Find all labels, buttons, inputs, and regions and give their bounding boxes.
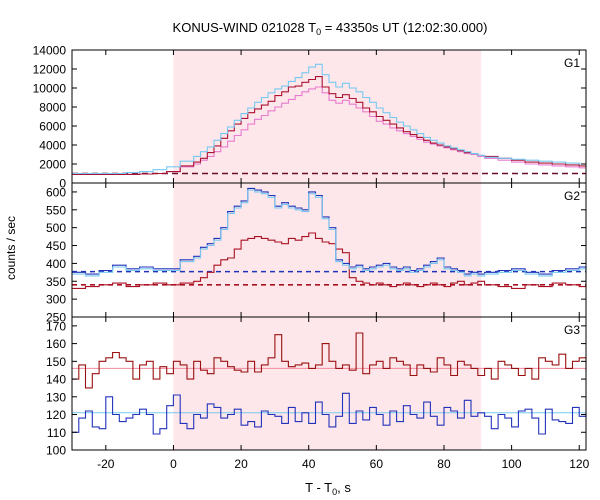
y-tick-label: 450 bbox=[46, 239, 66, 253]
y-tick-label: 10000 bbox=[33, 82, 67, 96]
plot-area: 02000400060008000100001200014000G1250300… bbox=[33, 44, 590, 472]
x-tick-label: 40 bbox=[302, 457, 316, 471]
y-tick-label: 110 bbox=[47, 426, 66, 440]
series-line-3 bbox=[72, 189, 587, 277]
y-tick-label: 500 bbox=[46, 221, 66, 235]
series-line-1 bbox=[72, 332, 587, 389]
y-tick-label: 150 bbox=[46, 355, 66, 369]
y-tick-label: 600 bbox=[46, 185, 66, 199]
chart-title: KONUS-WIND 021028 T0 = 43350s UT (12:02:… bbox=[173, 20, 488, 37]
y-tick-label: 8000 bbox=[39, 101, 66, 115]
y-tick-label: 6000 bbox=[39, 120, 66, 134]
x-axis-label: T - T0, s bbox=[305, 480, 351, 497]
burst-interval-shade bbox=[173, 50, 482, 450]
y-tick-label: 350 bbox=[46, 275, 66, 289]
y-tick-label: 0 bbox=[59, 177, 66, 191]
y-axis-label: counts / sec bbox=[4, 216, 18, 280]
y-tick-label: 160 bbox=[46, 337, 66, 351]
x-tick-label: 0 bbox=[170, 457, 177, 471]
x-tick-label: 20 bbox=[234, 457, 248, 471]
x-tick-label: -20 bbox=[97, 457, 115, 471]
y-tick-label: 300 bbox=[46, 293, 66, 307]
y-tick-label: 550 bbox=[46, 203, 66, 217]
y-tick-label: 170 bbox=[46, 319, 66, 333]
panel-label: G1 bbox=[564, 56, 580, 70]
series-line-3 bbox=[72, 63, 586, 175]
y-tick-label: 100 bbox=[46, 444, 66, 458]
y-tick-label: 2000 bbox=[39, 158, 66, 172]
y-tick-label: 14000 bbox=[33, 44, 67, 58]
series-line-2 bbox=[72, 392, 587, 435]
y-tick-label: 250 bbox=[46, 311, 66, 325]
x-tick-label: 100 bbox=[502, 457, 522, 471]
y-tick-label: 4000 bbox=[39, 139, 66, 153]
series-line-1 bbox=[72, 86, 586, 175]
panel-frame bbox=[71, 316, 587, 451]
series-line-2 bbox=[72, 187, 587, 275]
panel-g2: 250 300 350 400 450 500 550 600 G2 bbox=[46, 182, 587, 325]
x-tick-label: 120 bbox=[569, 457, 589, 471]
y-tick-label: 140 bbox=[46, 373, 66, 387]
x-tick-label: 60 bbox=[370, 457, 384, 471]
panel-g3: 100 110 120 130 140 150 160 170 G3 bbox=[46, 316, 587, 458]
panel-label: G3 bbox=[564, 323, 580, 337]
panel-label: G2 bbox=[564, 189, 580, 203]
y-tick-label: 400 bbox=[46, 257, 66, 271]
y-tick-label: 130 bbox=[46, 390, 66, 404]
y-tick-label: 12000 bbox=[33, 63, 67, 77]
x-tick-label: 80 bbox=[437, 457, 451, 471]
y-tick-label: 120 bbox=[46, 408, 66, 422]
